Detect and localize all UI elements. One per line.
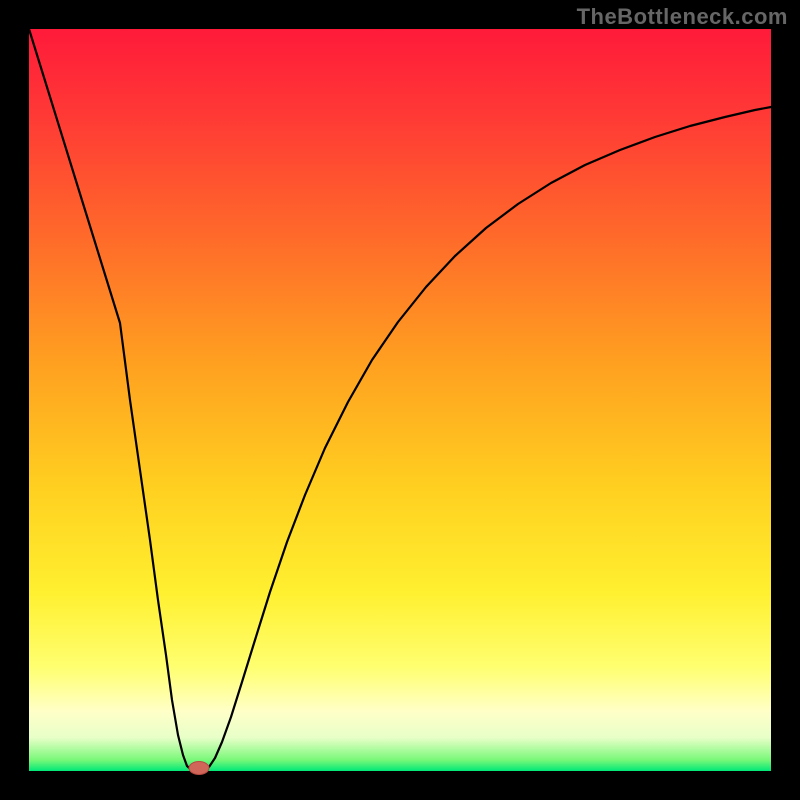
bottleneck-chart	[0, 0, 800, 800]
optimum-marker	[189, 762, 209, 775]
watermark-text: TheBottleneck.com	[577, 4, 788, 30]
plot-background	[29, 29, 771, 771]
chart-container: { "watermark": "TheBottleneck.com", "cha…	[0, 0, 800, 800]
